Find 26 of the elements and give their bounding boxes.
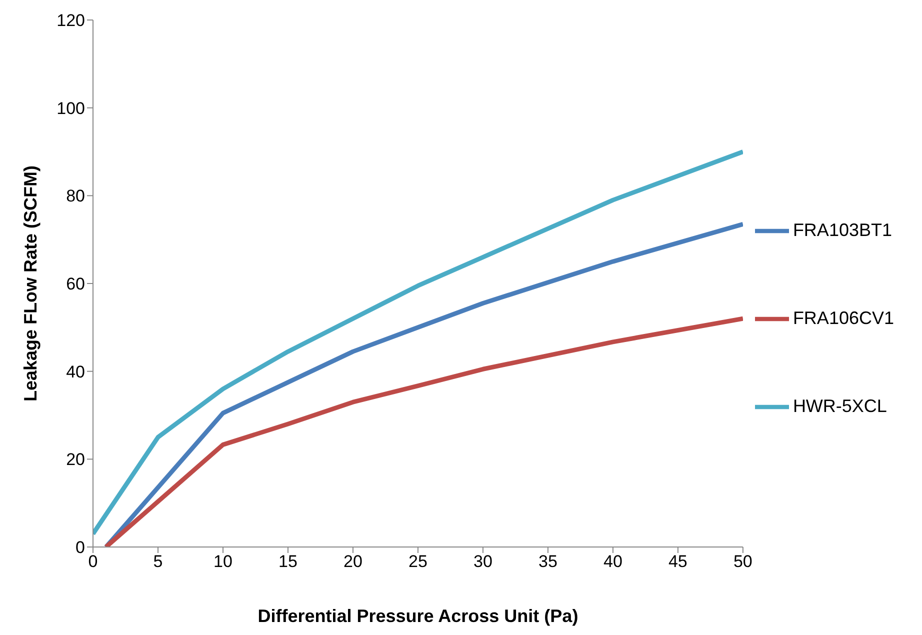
x-tick-label: 0 xyxy=(88,552,98,572)
y-tick-label: 40 xyxy=(66,362,85,382)
y-tick-label: 120 xyxy=(56,11,85,30)
x-tick-label: 35 xyxy=(538,552,558,572)
line-series xyxy=(93,150,743,536)
y-tick-label: 100 xyxy=(56,98,85,118)
y-tick-label: 80 xyxy=(66,186,85,206)
line-series xyxy=(104,222,743,547)
legend-label: HWR-5XCL xyxy=(792,396,887,416)
legend-label: FRA106CV1 xyxy=(792,308,894,328)
x-tick-label: 5 xyxy=(153,552,163,572)
x-tick-label: 10 xyxy=(214,552,232,572)
x-tick-label: 50 xyxy=(733,552,752,572)
legend-label: FRA103BT1 xyxy=(792,220,892,240)
y-tick-label: 20 xyxy=(66,450,85,470)
y-axis-title: Leakage FLow Rate (SCFM) xyxy=(20,165,40,402)
y-tick-label: 0 xyxy=(76,538,85,558)
x-axis-title: Differential Pressure Across Unit (Pa) xyxy=(258,606,578,626)
x-tick-label: 15 xyxy=(278,552,298,572)
x-tick-label: 30 xyxy=(474,552,492,572)
x-tick-label: 45 xyxy=(668,552,688,572)
y-tick-label: 60 xyxy=(66,274,85,294)
x-tick-label: 20 xyxy=(344,552,362,572)
line-series xyxy=(104,316,743,547)
x-tick-label: 40 xyxy=(603,552,622,572)
x-tick-label: 25 xyxy=(408,552,428,572)
